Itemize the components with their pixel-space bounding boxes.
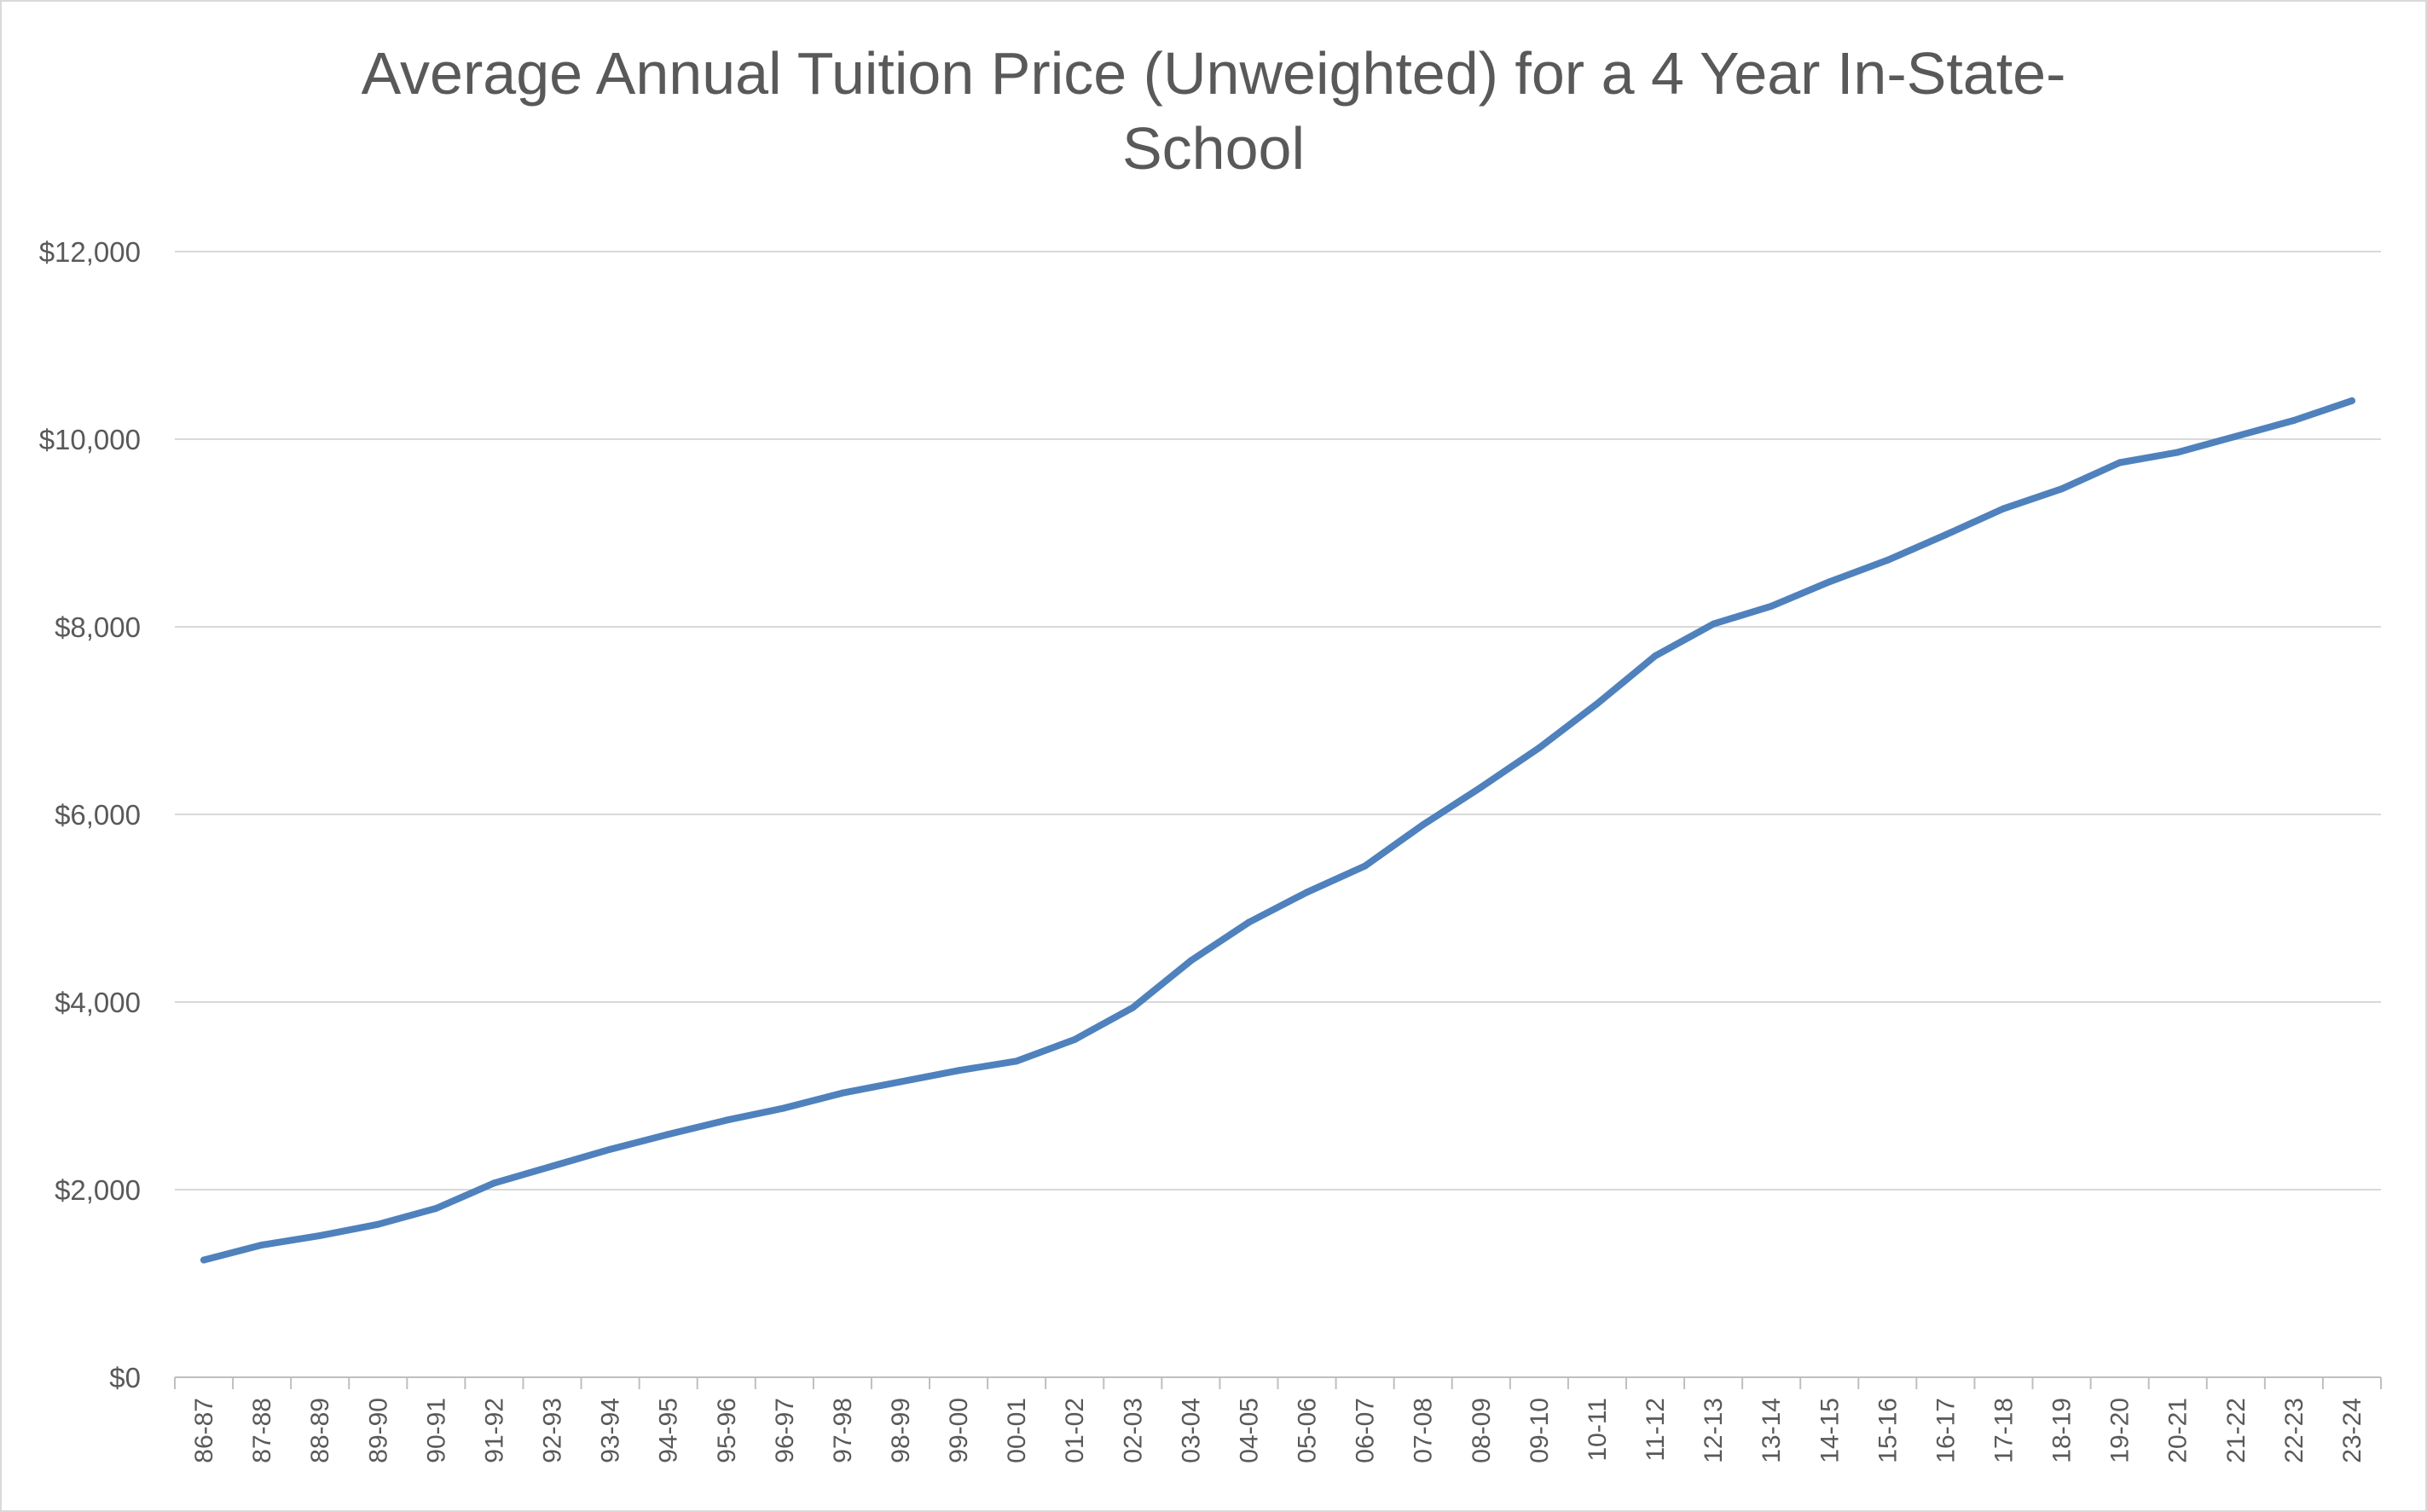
x-tick-label: 09-10 xyxy=(1526,1398,1554,1463)
x-tick-label: 93-94 xyxy=(597,1398,625,1463)
data-point xyxy=(1710,620,1717,628)
data-point xyxy=(548,1162,556,1170)
y-tick-label: $2,000 xyxy=(55,1174,141,1206)
x-tick-label: 04-05 xyxy=(1235,1398,1263,1463)
x-tick-label: 00-01 xyxy=(1003,1398,1031,1463)
x-tick-label: 94-95 xyxy=(655,1398,683,1463)
data-point xyxy=(1187,957,1195,965)
y-tick-label: $6,000 xyxy=(55,799,141,831)
data-point xyxy=(1826,578,1833,586)
x-tick-label: 99-00 xyxy=(945,1398,973,1463)
x-tick-label: 16-17 xyxy=(1932,1398,1960,1463)
data-point xyxy=(1129,1004,1137,1011)
x-tick-label: 05-06 xyxy=(1294,1398,1322,1463)
x-tick-label: 19-20 xyxy=(2106,1398,2134,1463)
x-tick-label: 12-13 xyxy=(1700,1398,1728,1463)
chart-title: Average Annual Tuition Price (Unweighted… xyxy=(0,36,2427,186)
data-point xyxy=(1884,556,1891,564)
data-point xyxy=(838,1089,846,1097)
x-tick-label: 18-19 xyxy=(2048,1398,2077,1463)
data-point xyxy=(200,1256,208,1264)
data-point xyxy=(490,1179,498,1187)
gridlines xyxy=(175,251,2381,1190)
x-tick-label: 02-03 xyxy=(1119,1398,1147,1463)
x-tick-label: 06-07 xyxy=(1352,1398,1380,1463)
x-tick-label: 11-12 xyxy=(1642,1398,1670,1462)
data-point xyxy=(1071,1036,1079,1043)
x-tick-label: 22-23 xyxy=(2280,1398,2308,1463)
data-point xyxy=(1419,821,1427,829)
data-point xyxy=(1652,652,1660,660)
x-tick-label: 14-15 xyxy=(1816,1398,1844,1463)
data-point xyxy=(1768,602,1775,610)
y-tick-label: $4,000 xyxy=(55,987,141,1018)
x-tick-label: 07-08 xyxy=(1410,1398,1438,1463)
y-tick-label: $12,000 xyxy=(39,236,141,268)
x-tick-label: 91-92 xyxy=(480,1398,508,1463)
data-point xyxy=(2058,485,2065,493)
data-point xyxy=(2000,505,2007,513)
data-point xyxy=(780,1104,788,1112)
series-line xyxy=(200,397,2355,1264)
x-tick-label: 08-09 xyxy=(1468,1398,1496,1463)
series-layer xyxy=(200,397,2355,1264)
x-tick-label: 21-22 xyxy=(2222,1398,2250,1463)
x-tick-label: 86-87 xyxy=(190,1398,218,1463)
x-tick-label: 90-91 xyxy=(422,1398,450,1463)
data-point xyxy=(722,1116,730,1124)
x-tick-label: 17-18 xyxy=(1990,1398,2018,1463)
x-tick-label: 97-98 xyxy=(829,1398,857,1463)
data-point xyxy=(374,1220,382,1228)
x-axis: 86-87 87-88 88-89 89-90 90-91 91-92 92-93 93-94… xyxy=(174,1376,2382,1463)
y-axis-labels: $0 $2,000 $4,000 $6,000 $8,000 $10,000 $12,000 xyxy=(39,236,141,1393)
chart-title-text: Average Annual Tuition Price (Unweighted… xyxy=(361,40,2066,182)
data-point xyxy=(664,1131,672,1138)
data-point xyxy=(2174,449,2181,456)
data-point xyxy=(2232,432,2239,440)
x-tick-label: 23-24 xyxy=(2338,1398,2366,1463)
data-point xyxy=(1361,862,1369,870)
x-tick-label: 89-90 xyxy=(364,1398,392,1463)
data-point xyxy=(2348,397,2355,404)
data-point xyxy=(955,1067,963,1075)
data-point xyxy=(1245,918,1253,926)
x-tick-label: 20-21 xyxy=(2164,1398,2192,1463)
data-point xyxy=(2290,417,2297,424)
data-point xyxy=(1303,889,1311,896)
data-point xyxy=(258,1241,266,1248)
x-tick-label: 95-96 xyxy=(713,1398,741,1463)
x-tick-label: 13-14 xyxy=(1758,1398,1786,1463)
x-tick-label: 88-89 xyxy=(306,1398,334,1463)
data-point xyxy=(1593,700,1601,708)
data-point xyxy=(1477,784,1485,791)
x-tick-label: 15-16 xyxy=(1874,1398,1902,1463)
x-tick-label: 87-88 xyxy=(248,1398,276,1463)
x-tick-label: 10-11 xyxy=(1584,1398,1612,1462)
data-point xyxy=(432,1205,440,1212)
data-point xyxy=(1013,1057,1021,1065)
y-tick-label: $8,000 xyxy=(55,611,141,643)
data-point xyxy=(1942,531,1949,539)
x-tick-label: 98-99 xyxy=(887,1398,915,1463)
x-tick-label: 92-93 xyxy=(539,1398,567,1463)
x-tick-label: 96-97 xyxy=(771,1398,799,1463)
y-tick-label: $10,000 xyxy=(39,424,141,455)
data-point xyxy=(896,1078,904,1086)
y-tick-label: $0 xyxy=(109,1362,141,1393)
data-point xyxy=(1535,744,1543,751)
data-point xyxy=(316,1231,324,1239)
data-point xyxy=(2116,459,2123,466)
x-tick-label: 03-04 xyxy=(1177,1398,1205,1463)
x-tick-label: 01-02 xyxy=(1061,1398,1089,1463)
data-point xyxy=(606,1145,614,1153)
